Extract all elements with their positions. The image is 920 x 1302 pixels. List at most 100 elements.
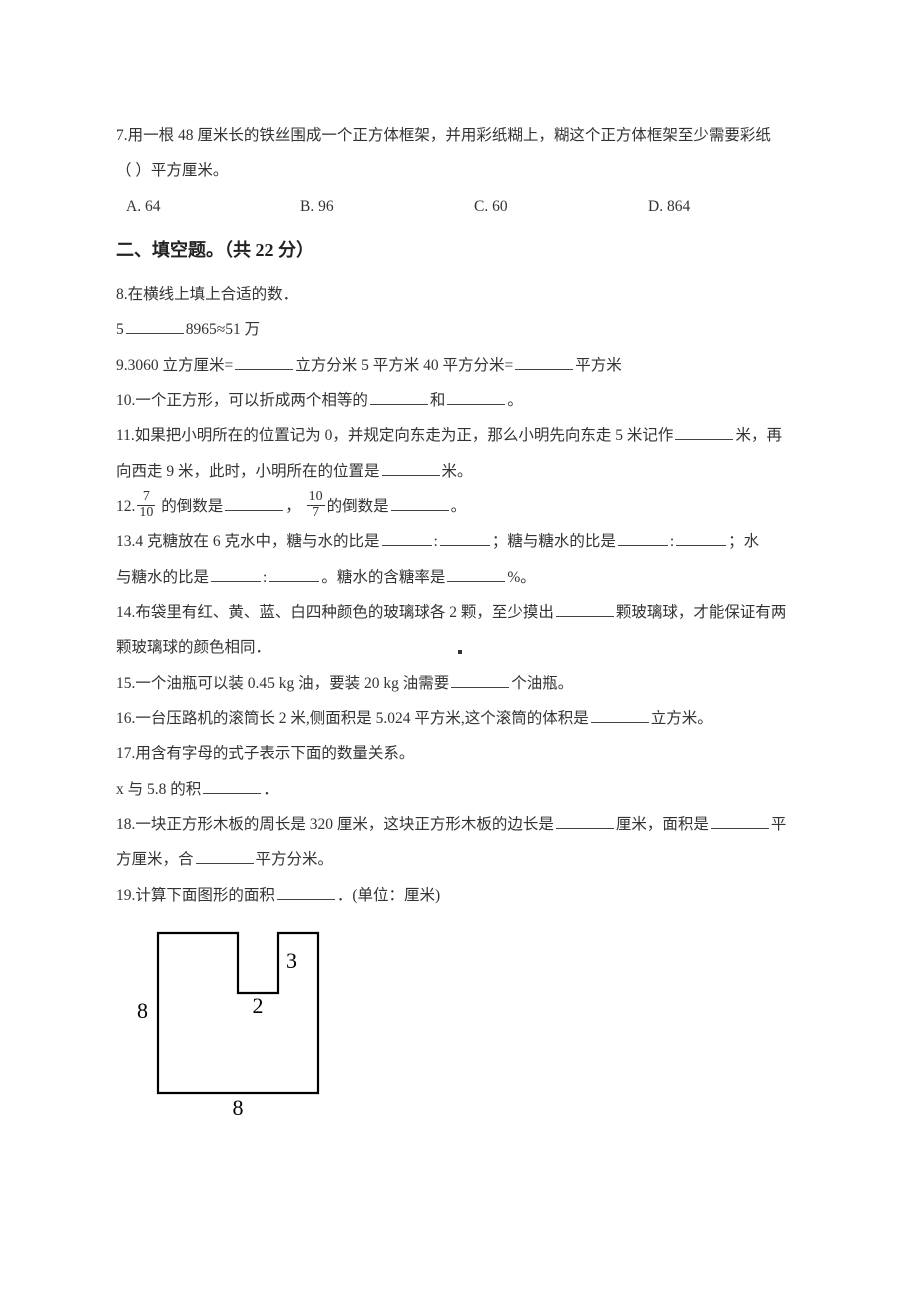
q13-blank3b bbox=[269, 567, 319, 582]
q12-mid1: 的倒数是 bbox=[157, 498, 223, 515]
q11-l2pre: 向西走 9 米，此时，小明所在的位置是 bbox=[116, 463, 380, 480]
q8-blank bbox=[126, 319, 184, 334]
q13-blank1a bbox=[382, 531, 432, 546]
q17-blank bbox=[203, 779, 261, 794]
q12-sep: ， bbox=[285, 498, 304, 515]
q12-mid2: 的倒数是 bbox=[327, 498, 389, 515]
q13-l2pre: 与糖水的比是 bbox=[116, 569, 209, 586]
q9: 9.3060 立方厘米= 立方分米 5 平方米 40 平方分米= 平方米 bbox=[116, 348, 822, 383]
q7-options: A. 64 B. 96 C. 60 D. 864 bbox=[126, 189, 822, 224]
q19: 19.计算下面图形的面积 ．(单位：厘米) bbox=[116, 878, 822, 913]
q13-blank3a bbox=[211, 567, 261, 582]
q12-frac2-num: 10 bbox=[307, 490, 325, 506]
q15-blank bbox=[451, 673, 509, 688]
q11-blank2 bbox=[382, 461, 440, 476]
q11-line1: 11.如果把小明所在的位置记为 0，并规定向东走为正，那么小明先向东走 5 米记… bbox=[116, 418, 822, 453]
q18-mid1: 厘米，面积是 bbox=[616, 816, 709, 833]
q13-l2post: %。 bbox=[507, 569, 535, 586]
q13-blank2b bbox=[676, 531, 726, 546]
q18-line1: 18.一块正方形木板的周长是 320 厘米，这块正方形木板的边长是 厘米，面积是 平 bbox=[116, 807, 822, 842]
q12-blank1 bbox=[225, 496, 283, 511]
center-marker-icon bbox=[458, 650, 462, 654]
q19-figure: 8 8 2 3 bbox=[120, 921, 822, 1144]
q18-blank3 bbox=[196, 849, 254, 864]
q12-frac1-den: 10 bbox=[137, 506, 155, 521]
q7-line2: （ ）平方厘米。 bbox=[116, 153, 822, 188]
q16: 16.一台压路机的滚筒长 2 米,侧面积是 5.024 平方米,这个滚筒的体积是… bbox=[116, 701, 822, 736]
q18-line2: 方厘米，合 平方分米。 bbox=[116, 842, 822, 877]
q10-blank2 bbox=[447, 390, 505, 405]
notch-shape-icon: 8 8 2 3 bbox=[120, 921, 350, 1131]
q9-pre: 9.3060 立方厘米= bbox=[116, 357, 233, 374]
q8-fill: 5 8965≈51 万 bbox=[116, 312, 822, 347]
q13-blank1b bbox=[440, 531, 490, 546]
q14-pre: 14.布袋里有红、黄、蓝、白四种颜色的玻璃球各 2 颗，至少摸出 bbox=[116, 604, 554, 621]
q14-post: 颗玻璃球，才能保证有两 bbox=[616, 604, 787, 621]
q15: 15.一个油瓶可以装 0.45 kg 油，要装 20 kg 油需要 个油瓶。 bbox=[116, 666, 822, 701]
q10: 10.一个正方形，可以折成两个相等的 和 。 bbox=[116, 383, 822, 418]
q12-frac2: 107 bbox=[307, 490, 325, 520]
q7-opt-b: B. 96 bbox=[300, 189, 474, 224]
q11-line2: 向西走 9 米，此时，小明所在的位置是 米。 bbox=[116, 454, 822, 489]
q9-blank1 bbox=[235, 355, 293, 370]
q12-pre: 12. bbox=[116, 498, 135, 515]
q11-blank1 bbox=[675, 425, 733, 440]
q9-mid: 立方分米 5 平方米 40 平方分米= bbox=[295, 357, 513, 374]
q16-pre: 16.一台压路机的滚筒长 2 米,侧面积是 5.024 平方米,这个滚筒的体积是 bbox=[116, 710, 589, 727]
q12-frac1-num: 7 bbox=[137, 490, 155, 506]
q13-mid2: ；水 bbox=[728, 533, 759, 550]
q18-blank2 bbox=[711, 814, 769, 829]
svg-text:2: 2 bbox=[253, 993, 264, 1018]
q13-line1: 13.4 克糖放在 6 克水中，糖与水的比是:；糖与糖水的比是:；水 bbox=[116, 524, 822, 559]
q11-l2post: 米。 bbox=[442, 463, 473, 480]
q14-line2: 颗玻璃球的颜色相同． bbox=[116, 630, 822, 665]
q10-post: 。 bbox=[507, 392, 523, 409]
q18-mid2: 平 bbox=[771, 816, 787, 833]
q15-post: 个油瓶。 bbox=[511, 675, 573, 692]
q8-pre: 5 bbox=[116, 321, 124, 338]
q9-post: 平方米 bbox=[575, 357, 622, 374]
q12-blank2 bbox=[391, 496, 449, 511]
q17-text: 17.用含有字母的式子表示下面的数量关系。 bbox=[116, 736, 822, 771]
q7-opt-c: C. 60 bbox=[474, 189, 648, 224]
q18-l2post: 平方分米。 bbox=[256, 851, 334, 868]
q12-frac2-den: 7 bbox=[307, 506, 325, 521]
q13-mid1: ；糖与糖水的比是 bbox=[492, 533, 616, 550]
q12-frac1: 710 bbox=[137, 490, 155, 520]
q9-blank2 bbox=[515, 355, 573, 370]
q11-mid: 米，再 bbox=[735, 427, 782, 444]
q19-post: ．(单位：厘米) bbox=[337, 887, 440, 904]
q7-line1: 7.用一根 48 厘米长的铁丝围成一个正方体框架，并用彩纸糊上，糊这个正方体框架… bbox=[116, 118, 822, 153]
q16-blank bbox=[591, 708, 649, 723]
q19-pre: 19.计算下面图形的面积 bbox=[116, 887, 275, 904]
q13-l2mid: 。糖水的含糖率是 bbox=[321, 569, 445, 586]
q7-opt-a: A. 64 bbox=[126, 189, 300, 224]
q14-blank bbox=[556, 602, 614, 617]
q7-opt-d: D. 864 bbox=[648, 189, 822, 224]
q13-line2: 与糖水的比是:。糖水的含糖率是%。 bbox=[116, 560, 822, 595]
q14-line1: 14.布袋里有红、黄、蓝、白四种颜色的玻璃球各 2 颗，至少摸出 颗玻璃球，才能保… bbox=[116, 595, 822, 630]
q19-blank bbox=[277, 885, 335, 900]
q13-blank2a bbox=[618, 531, 668, 546]
q10-pre: 10.一个正方形，可以折成两个相等的 bbox=[116, 392, 368, 409]
q18-l2pre: 方厘米，合 bbox=[116, 851, 194, 868]
svg-text:8: 8 bbox=[137, 998, 148, 1023]
q8-post: 8965≈51 万 bbox=[186, 321, 260, 338]
q16-post: 立方米。 bbox=[651, 710, 713, 727]
q17-l2pre: x 与 5.8 的积 bbox=[116, 781, 201, 798]
q11-pre: 11.如果把小明所在的位置记为 0，并规定向东走为正，那么小明先向东走 5 米记… bbox=[116, 427, 673, 444]
q12: 12.710 的倒数是， 107的倒数是。 bbox=[116, 489, 822, 524]
q18-pre: 18.一块正方形木板的周长是 320 厘米，这块正方形木板的边长是 bbox=[116, 816, 554, 833]
q17-l2post: ． bbox=[263, 781, 279, 798]
q12-post: 。 bbox=[451, 498, 467, 515]
q18-blank1 bbox=[556, 814, 614, 829]
q10-blank1 bbox=[370, 390, 428, 405]
svg-text:3: 3 bbox=[286, 948, 297, 973]
q17-line2: x 与 5.8 的积 ． bbox=[116, 772, 822, 807]
q10-mid: 和 bbox=[430, 392, 446, 409]
q15-pre: 15.一个油瓶可以装 0.45 kg 油，要装 20 kg 油需要 bbox=[116, 675, 449, 692]
q8-text: 8.在横线上填上合适的数． bbox=[116, 277, 822, 312]
svg-text:8: 8 bbox=[233, 1095, 244, 1120]
q13-blank4 bbox=[447, 567, 505, 582]
section2-title: 二、填空题。（共 22 分） bbox=[116, 230, 822, 271]
